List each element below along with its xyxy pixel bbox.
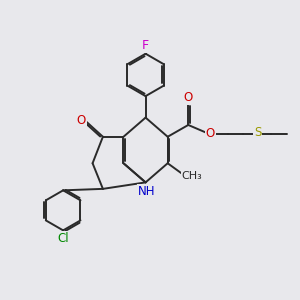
Text: NH: NH [138, 185, 156, 198]
Text: O: O [184, 92, 193, 104]
Text: O: O [77, 114, 86, 127]
Text: S: S [254, 126, 261, 139]
Text: F: F [142, 39, 149, 52]
Text: Cl: Cl [57, 232, 69, 245]
Text: CH₃: CH₃ [182, 172, 202, 182]
Text: O: O [206, 127, 215, 140]
